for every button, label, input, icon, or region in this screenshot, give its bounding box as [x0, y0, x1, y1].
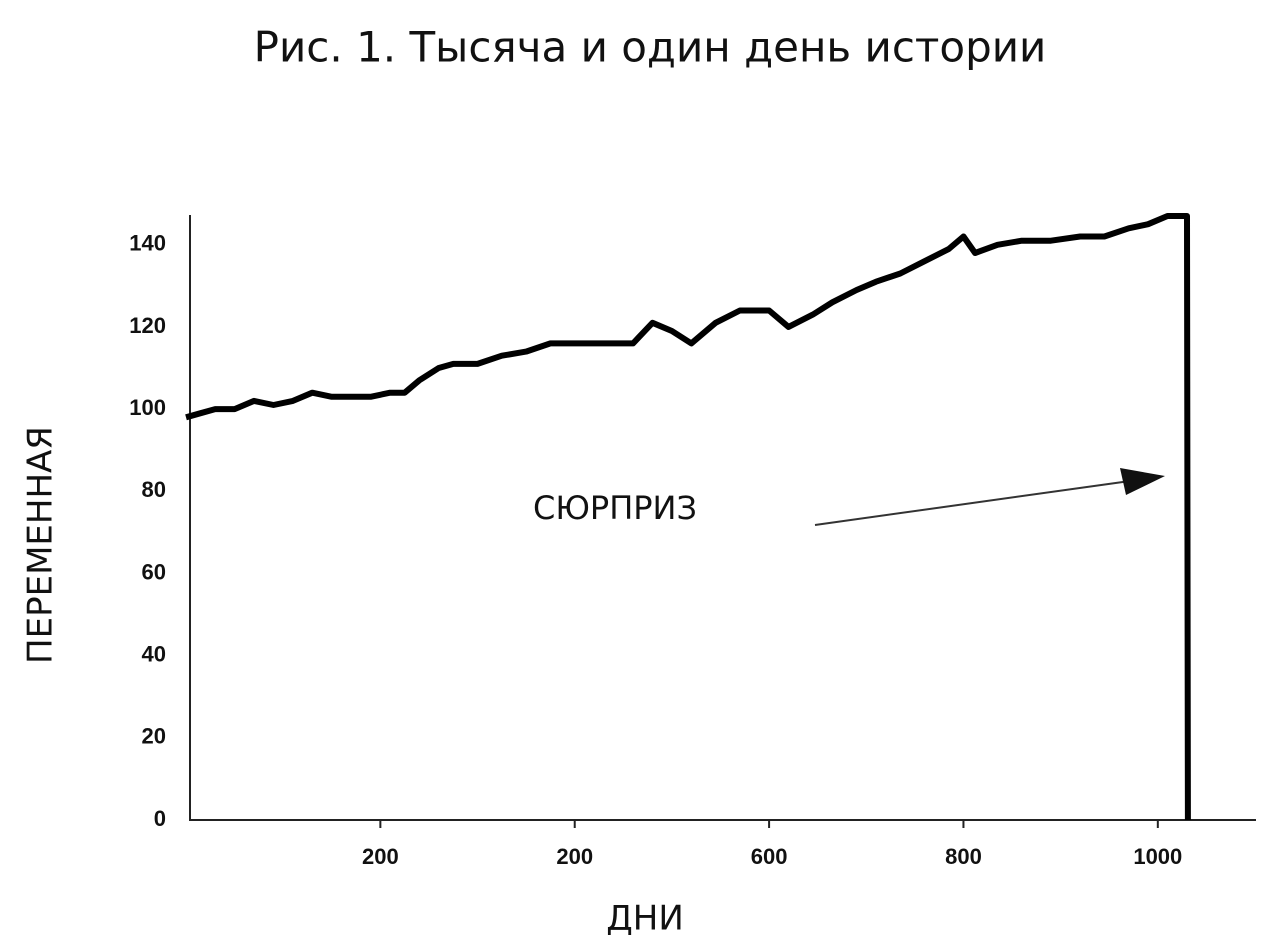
x-tick-label: 1000	[1133, 844, 1182, 869]
arrow-head	[1120, 468, 1165, 495]
chart-title: Рис. 1. Тысяча и один день истории	[254, 23, 1047, 72]
x-axis-label: ДНИ	[606, 899, 684, 939]
y-tick-label: 100	[129, 395, 166, 420]
x-tick-label: 600	[751, 844, 788, 869]
y-tick-label: 0	[154, 806, 166, 831]
y-tick-label: 60	[142, 559, 166, 584]
data-line	[185, 213, 1191, 821]
x-tick-label: 200	[362, 844, 399, 869]
y-tick-label: 140	[129, 231, 166, 256]
x-tick-label: 200	[556, 844, 593, 869]
x-tick-label: 800	[945, 844, 982, 869]
annotation: СЮРПРИЗ	[533, 489, 697, 527]
y-tick-label: 20	[142, 724, 166, 749]
y-tick-label: 120	[129, 313, 166, 338]
y-axis-label: ПЕРЕМЕННАЯ	[21, 426, 61, 664]
y-tick-label: 40	[142, 641, 166, 666]
y-tick-label: 80	[142, 477, 166, 502]
annotation-arrow	[814, 480, 1131, 526]
